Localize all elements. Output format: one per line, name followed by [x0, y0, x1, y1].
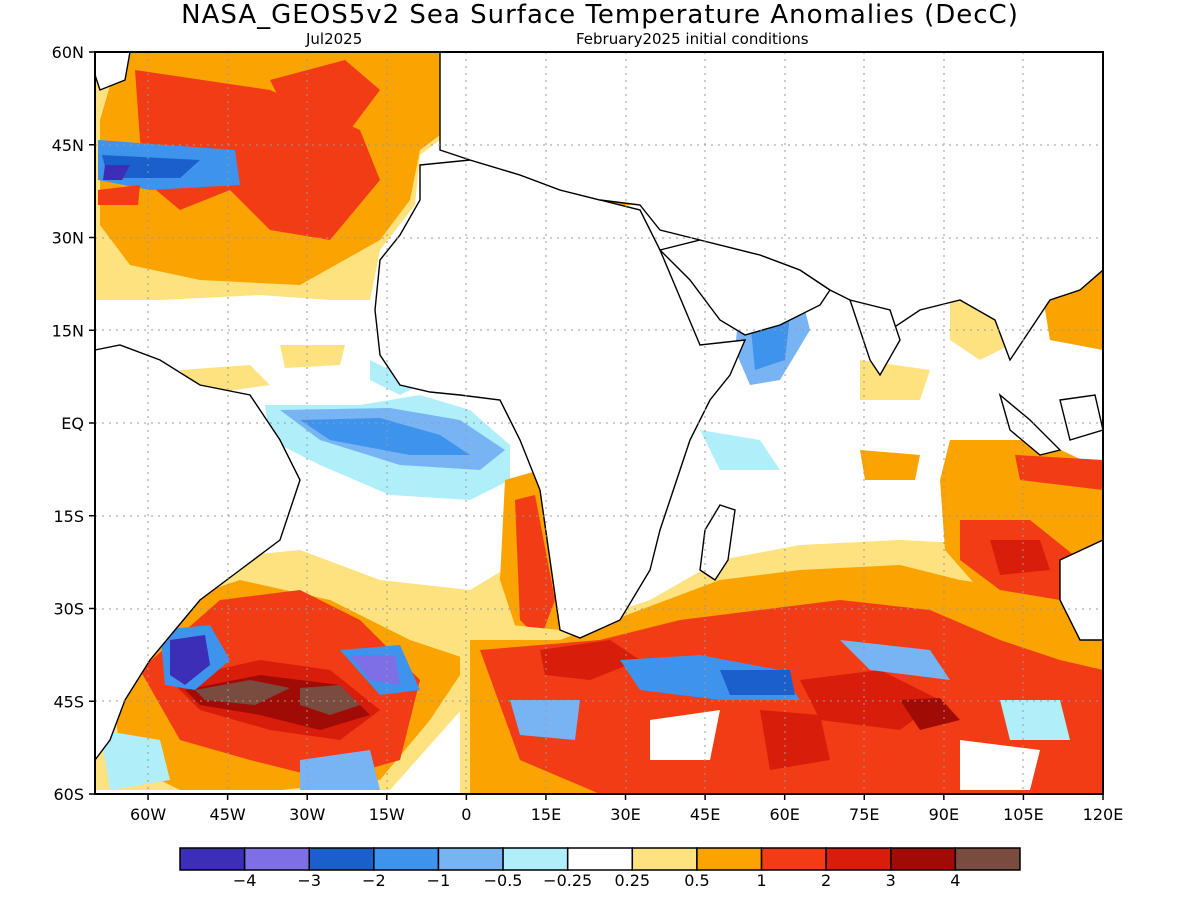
colorbar-label: 1: [756, 871, 767, 890]
colorbar-swatch: [760, 847, 827, 871]
x-tick-label: 0: [461, 805, 471, 824]
x-tick-label: 60W: [130, 805, 166, 824]
x-tick-label: 45E: [690, 805, 720, 824]
initial-conditions: February2025 initial conditions: [576, 30, 809, 48]
colorbar-label: −3: [297, 871, 322, 890]
land-masses: [94, 51, 1104, 763]
y-tick-label: 15S: [53, 507, 84, 526]
colorbar-label: −0.5: [483, 871, 523, 890]
colorbar-label: −2: [362, 871, 386, 890]
colorbar-label: −0.25: [543, 871, 593, 890]
australia: [1059, 538, 1104, 641]
colorbar-swatch: [308, 847, 375, 871]
south-america: [94, 344, 301, 763]
colorbar-swatch: [825, 847, 892, 871]
colorbar-label: 2: [821, 871, 832, 890]
colorbar-swatch: [502, 847, 569, 871]
colorbar-swatch: [566, 847, 634, 871]
colorbar-swatch: [954, 847, 1021, 871]
india-peninsula: [848, 299, 901, 377]
y-tick-label: 45S: [53, 692, 84, 711]
colorbar-swatch: [696, 847, 763, 871]
x-tick-label: 15E: [531, 805, 561, 824]
x-tick-label: 90E: [929, 805, 959, 824]
x-tick-label: 45W: [210, 805, 246, 824]
colorbar-label: 4: [950, 871, 961, 890]
colorbar-label: 0.25: [614, 871, 651, 890]
graticule: [95, 52, 1103, 794]
colorbar-swatch: [631, 847, 698, 871]
y-tick-label: 45N: [52, 136, 84, 155]
chart-title: NASA_GEOS5v2 Sea Surface Temperature Ano…: [181, 0, 1019, 30]
africa: [374, 159, 747, 639]
y-tick-label: 60S: [53, 785, 84, 804]
x-tick-label: 120E: [1083, 805, 1124, 824]
colorbar-label: −1: [426, 871, 451, 890]
colorbar-swatch: [243, 847, 310, 871]
colorbar: [179, 847, 1021, 871]
colorbar-swatch: [437, 847, 504, 871]
colorbar-label: 3: [885, 871, 896, 890]
x-tick-label: 30E: [610, 805, 640, 824]
sumatra: [998, 393, 1062, 456]
axis-ticks: [89, 51, 1104, 800]
colorbar-swatch: [890, 847, 957, 871]
x-tick-label: 60E: [769, 805, 799, 824]
colorbar-label: 0.5: [684, 871, 710, 890]
x-tick-label: 15W: [369, 805, 405, 824]
x-tick-label: 75E: [849, 805, 879, 824]
y-tick-label: 60N: [52, 43, 84, 62]
x-tick-label: 105E: [1003, 805, 1044, 824]
y-axis-labels: 60N 45N 30N 15N EQ 15S 30S 45S 60S: [52, 43, 84, 804]
colorbar-swatch: [179, 847, 246, 871]
x-tick-label: 30W: [289, 805, 325, 824]
y-tick-label: 15N: [52, 321, 84, 340]
y-tick-label: 30S: [53, 600, 84, 619]
y-tick-label: EQ: [61, 414, 84, 433]
forecast-month: Jul2025: [306, 30, 363, 48]
colorbar-label: −4: [232, 871, 257, 890]
colorbar-swatch: [373, 847, 440, 871]
x-axis-labels: 60W 45W 30W 15W 0 15E 30E 45E 60E 75E 90E 105E 120E: [130, 805, 1123, 824]
y-tick-label: 30N: [52, 229, 84, 248]
